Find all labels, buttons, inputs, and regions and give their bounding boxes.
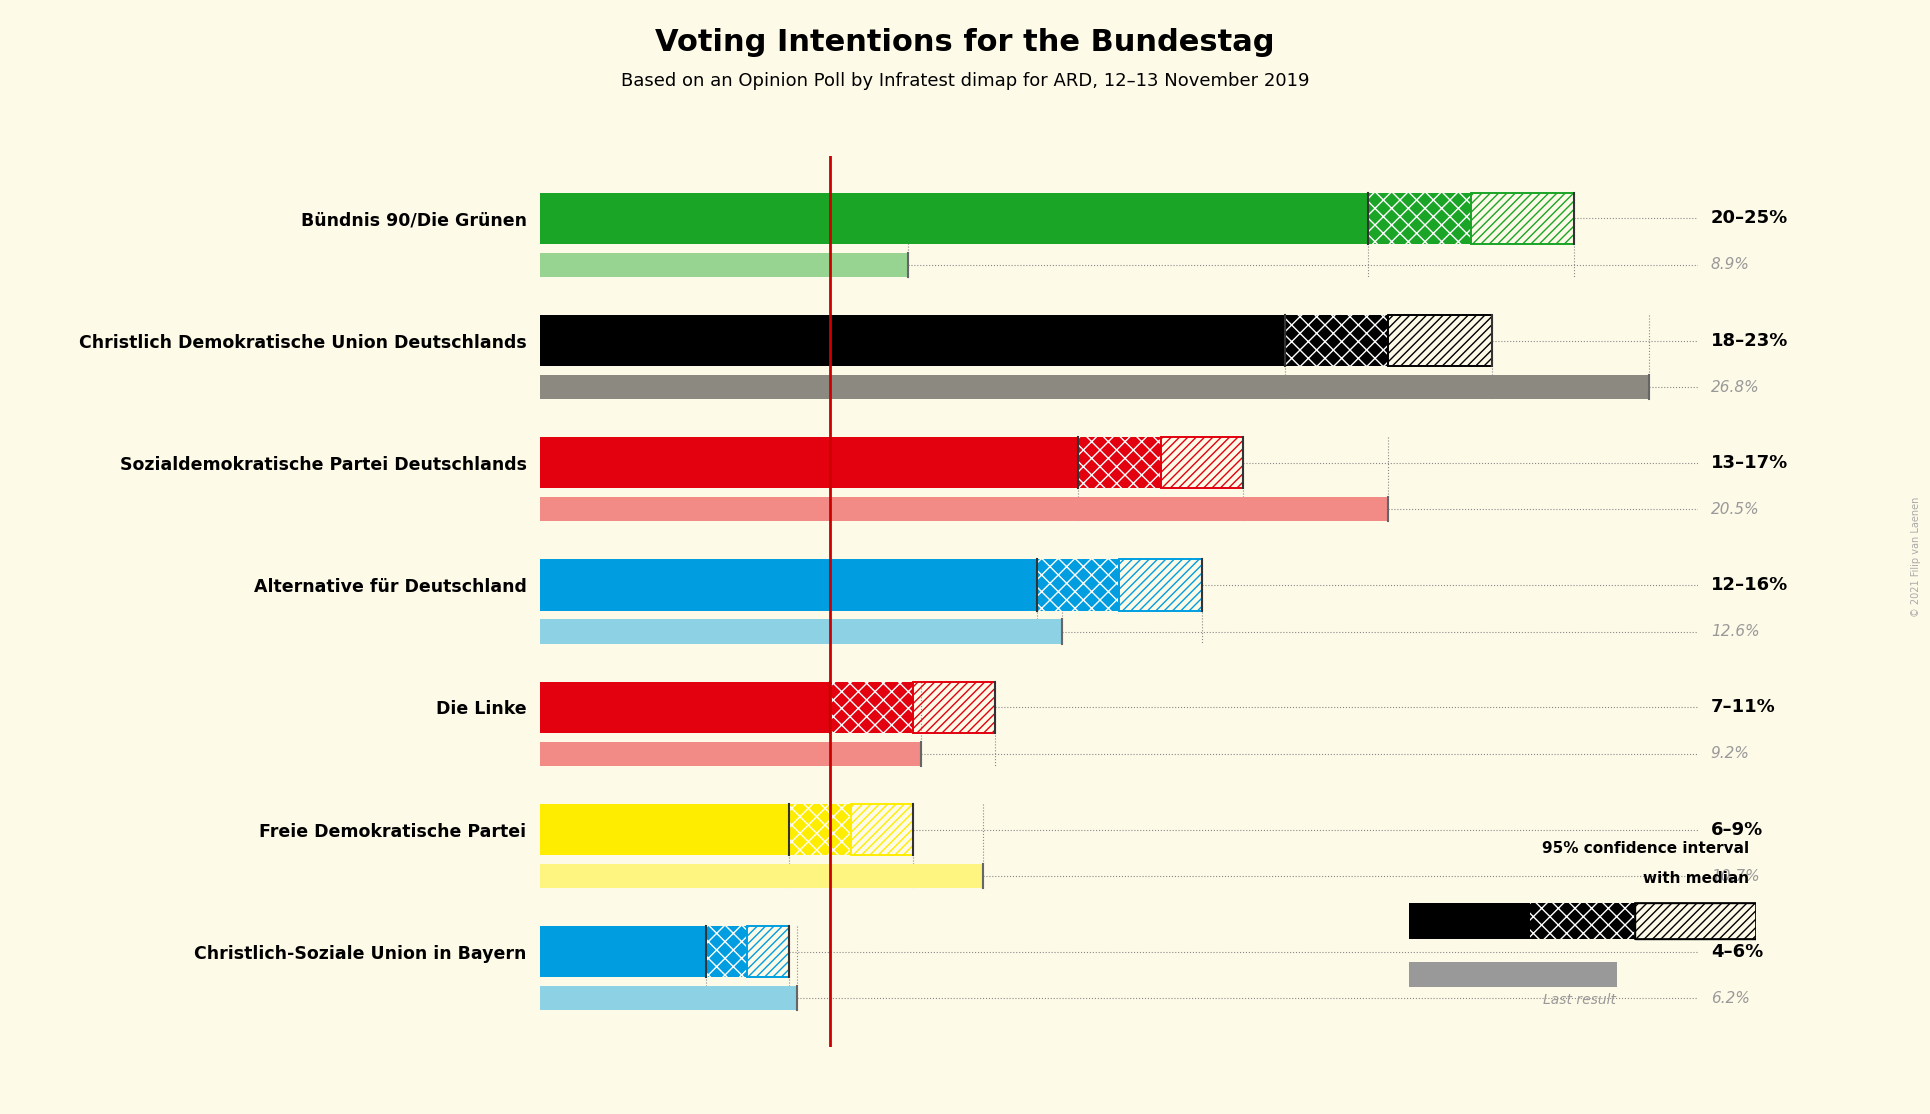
Bar xyxy=(1471,193,1575,244)
Bar xyxy=(851,804,913,856)
Bar xyxy=(851,804,913,856)
Bar xyxy=(1079,437,1160,488)
Text: 6–9%: 6–9% xyxy=(1710,821,1764,839)
Bar xyxy=(540,619,1062,644)
Text: 4–6%: 4–6% xyxy=(1710,942,1764,960)
Text: 18–23%: 18–23% xyxy=(1710,332,1789,350)
Text: 8.9%: 8.9% xyxy=(1710,257,1751,272)
Text: 26.8%: 26.8% xyxy=(1710,380,1760,394)
Bar xyxy=(706,926,747,977)
Text: Last result: Last result xyxy=(1542,993,1615,1007)
Bar xyxy=(540,682,830,733)
Bar xyxy=(913,682,996,733)
Text: 95% confidence interval: 95% confidence interval xyxy=(1542,841,1749,856)
Bar xyxy=(1471,193,1575,244)
Bar xyxy=(540,437,1079,488)
Text: with median: with median xyxy=(1642,871,1749,886)
Bar xyxy=(1285,315,1388,367)
Bar xyxy=(1530,903,1635,939)
Bar xyxy=(1160,437,1243,488)
Text: 12–16%: 12–16% xyxy=(1710,576,1787,594)
Bar xyxy=(747,926,789,977)
Bar xyxy=(1368,193,1471,244)
Bar xyxy=(1388,315,1492,367)
Bar xyxy=(540,374,1648,399)
Bar xyxy=(1119,559,1202,610)
Bar xyxy=(540,253,909,277)
Text: 20–25%: 20–25% xyxy=(1710,209,1787,227)
Bar xyxy=(540,926,706,977)
Text: Based on an Opinion Poll by Infratest dimap for ARD, 12–13 November 2019: Based on an Opinion Poll by Infratest di… xyxy=(621,72,1309,90)
Bar xyxy=(540,559,1036,610)
Text: 12.6%: 12.6% xyxy=(1710,624,1760,639)
Bar xyxy=(747,926,789,977)
Text: Voting Intentions for the Bundestag: Voting Intentions for the Bundestag xyxy=(656,28,1274,57)
Bar xyxy=(1409,962,1617,987)
Bar xyxy=(540,804,789,856)
Bar xyxy=(540,315,1285,367)
Bar xyxy=(1388,315,1492,367)
Bar xyxy=(789,804,851,856)
Text: © 2021 Filip van Laenen: © 2021 Filip van Laenen xyxy=(1911,497,1922,617)
Text: 9.2%: 9.2% xyxy=(1710,746,1751,761)
Bar xyxy=(1635,903,1756,939)
Text: 6.2%: 6.2% xyxy=(1710,990,1751,1006)
Bar xyxy=(1635,903,1756,939)
Bar xyxy=(1409,903,1530,939)
Bar xyxy=(1119,559,1202,610)
Bar xyxy=(540,193,1368,244)
Bar xyxy=(830,682,913,733)
Bar xyxy=(913,682,996,733)
Bar xyxy=(540,497,1388,521)
Bar xyxy=(1160,437,1243,488)
Bar xyxy=(540,986,797,1010)
Text: 13–17%: 13–17% xyxy=(1710,453,1787,472)
Text: 20.5%: 20.5% xyxy=(1710,501,1760,517)
Bar xyxy=(540,863,982,888)
Text: 7–11%: 7–11% xyxy=(1710,698,1776,716)
Text: 10.7%: 10.7% xyxy=(1710,869,1760,883)
Bar xyxy=(540,742,921,766)
Bar xyxy=(1036,559,1119,610)
